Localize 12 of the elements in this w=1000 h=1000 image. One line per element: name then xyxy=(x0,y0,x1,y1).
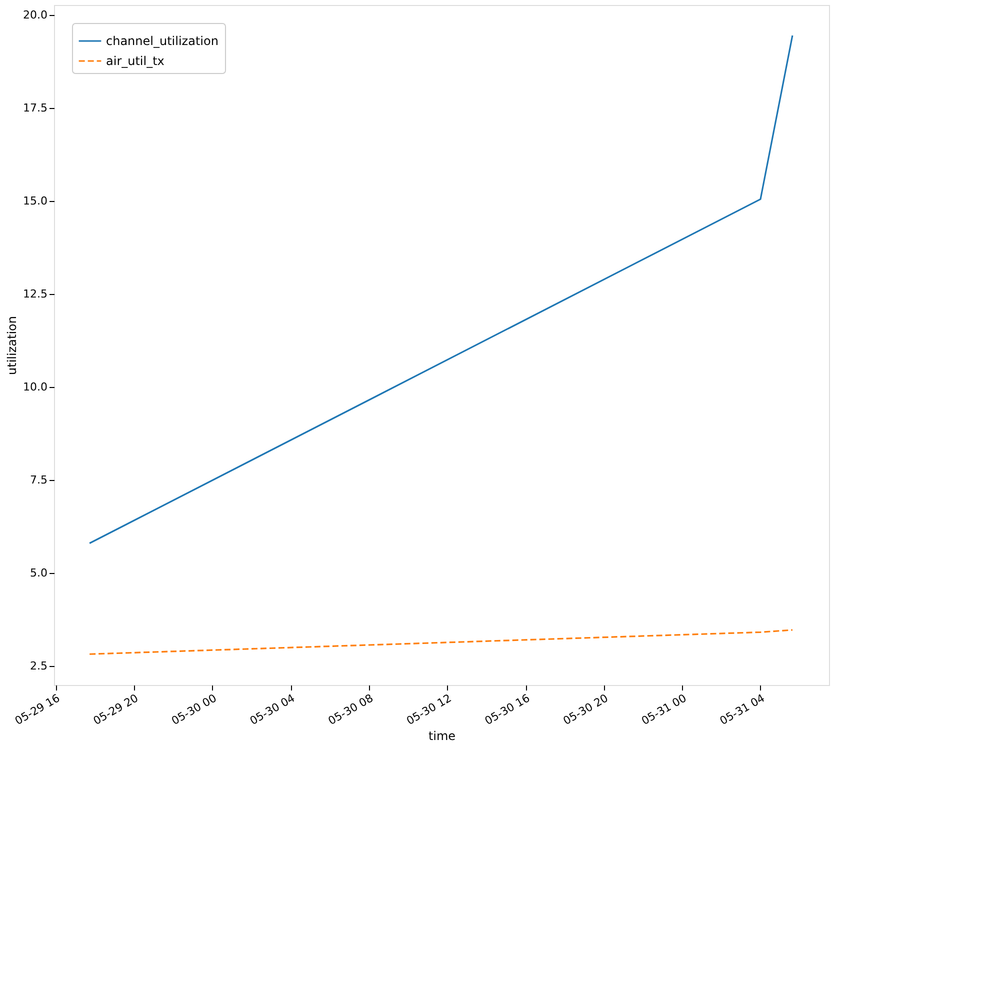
y-tick-label: 2.5 xyxy=(30,660,48,673)
y-tick-label: 12.5 xyxy=(23,288,48,301)
x-axis-title: time xyxy=(428,728,456,743)
legend-label: air_util_tx xyxy=(106,54,164,68)
legend-label: channel_utilization xyxy=(106,34,218,48)
y-tick-label: 5.0 xyxy=(30,566,48,580)
y-tick-label: 17.5 xyxy=(23,102,48,115)
y-tick-label: 10.0 xyxy=(23,380,48,394)
y-axis-title: utilization xyxy=(5,316,20,375)
y-tick-label: 15.0 xyxy=(23,194,48,208)
y-tick-label: 20.0 xyxy=(23,8,48,22)
y-tick-label: 7.5 xyxy=(30,474,48,487)
